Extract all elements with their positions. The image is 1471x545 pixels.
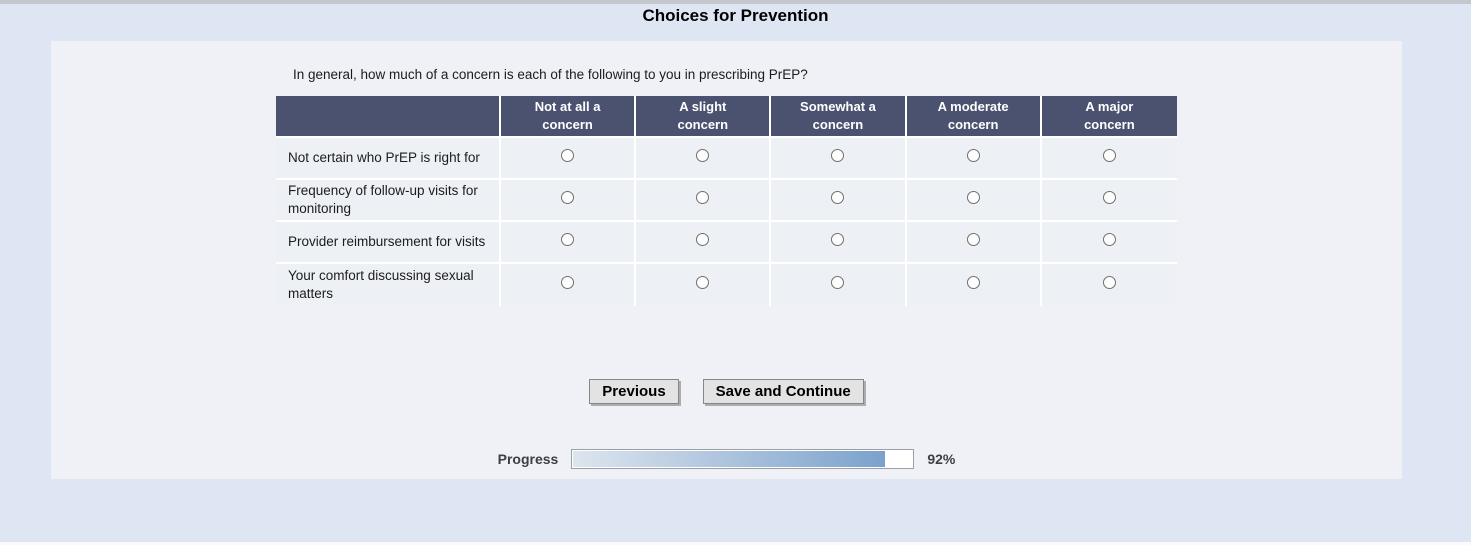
radio-cell (1041, 222, 1177, 264)
radio-cell (501, 264, 637, 306)
column-header: A moderate concern (906, 96, 1042, 138)
radio-button[interactable] (561, 233, 575, 246)
row-label: Provider reimbursement for visits (276, 222, 501, 264)
row-label: Frequency of follow-up visits for monito… (276, 180, 501, 222)
radio-cell (501, 138, 637, 180)
radio-cell (636, 180, 772, 222)
radio-cell (771, 264, 907, 306)
progress-bar (571, 449, 915, 469)
radio-button[interactable] (561, 276, 575, 289)
radio-cell (636, 138, 772, 180)
radio-button[interactable] (696, 191, 710, 204)
column-header: A major concern (1041, 96, 1177, 138)
save-continue-button[interactable]: Save and Continue (702, 379, 864, 404)
progress-percent: 92% (927, 451, 956, 467)
radio-cell (906, 264, 1042, 306)
radio-button[interactable] (831, 149, 845, 162)
radio-cell (636, 222, 772, 264)
column-header: Not at all a concern (501, 96, 637, 138)
progress-row: Progress 92% (51, 449, 1402, 469)
radio-cell (906, 222, 1042, 264)
radio-button[interactable] (561, 191, 575, 204)
page-title: Choices for Prevention (642, 6, 829, 25)
radio-button[interactable] (561, 149, 575, 162)
radio-button[interactable] (831, 276, 845, 289)
radio-button[interactable] (1102, 191, 1116, 204)
previous-button[interactable]: Previous (589, 379, 679, 404)
radio-button[interactable] (966, 276, 980, 289)
table-row: Provider reimbursement for visits (276, 222, 1177, 264)
radio-cell (771, 222, 907, 264)
table-row: Not certain who PrEP is right for (276, 138, 1177, 180)
bottom-border (0, 542, 1471, 545)
radio-button[interactable] (1102, 233, 1116, 246)
progress-label: Progress (497, 451, 559, 467)
radio-cell (906, 138, 1042, 180)
column-header: A slight concern (636, 96, 772, 138)
top-border (0, 0, 1471, 4)
table-row: Your comfort discussing sexual matters (276, 264, 1177, 306)
radio-button[interactable] (696, 276, 710, 289)
radio-cell (1041, 138, 1177, 180)
radio-button[interactable] (966, 233, 980, 246)
question-text: In general, how much of a concern is eac… (293, 67, 808, 82)
radio-button[interactable] (831, 191, 845, 204)
row-label: Not certain who PrEP is right for (276, 138, 501, 180)
radio-button[interactable] (1102, 276, 1116, 289)
radio-cell (501, 180, 637, 222)
radio-button[interactable] (1102, 149, 1116, 162)
radio-cell (501, 222, 637, 264)
radio-cell (636, 264, 772, 306)
corner-header-cell (276, 96, 501, 138)
radio-button[interactable] (966, 149, 980, 162)
survey-panel: In general, how much of a concern is eac… (51, 41, 1402, 479)
radio-cell (1041, 180, 1177, 222)
column-header: Somewhat a concern (771, 96, 907, 138)
radio-cell (906, 180, 1042, 222)
radio-button[interactable] (831, 233, 845, 246)
matrix-table: Not at all a concern A slight concern So… (276, 96, 1177, 306)
radio-cell (1041, 264, 1177, 306)
radio-button[interactable] (966, 191, 980, 204)
table-row: Frequency of follow-up visits for monito… (276, 180, 1177, 222)
radio-button[interactable] (696, 233, 710, 246)
radio-cell (771, 138, 907, 180)
button-row: Previous Save and Continue (51, 379, 1402, 404)
progress-bar-fill (573, 451, 886, 467)
row-label: Your comfort discussing sexual matters (276, 264, 501, 306)
header-row: Not at all a concern A slight concern So… (276, 96, 1177, 138)
radio-cell (771, 180, 907, 222)
radio-button[interactable] (696, 149, 710, 162)
